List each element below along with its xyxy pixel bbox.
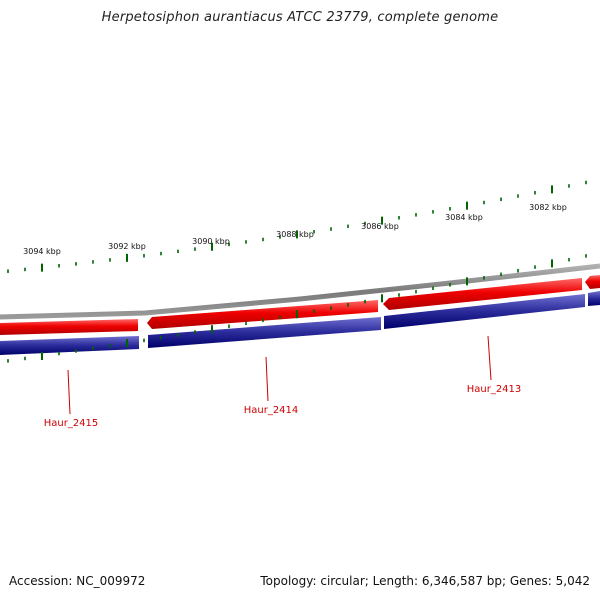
ruler-labels: 3094 kbp 3092 kbp 3090 kbp 3088 kbp 3086… (23, 203, 567, 256)
reverse-cds-track (0, 291, 600, 355)
gene-label-haur-2415[interactable]: Haur_2415 (44, 418, 99, 429)
ruler-label: 3094 kbp (23, 247, 61, 256)
cds-edge[interactable] (588, 291, 600, 306)
forward-gene-right[interactable] (383, 278, 582, 310)
ruler-label: 3088 kbp (276, 230, 314, 239)
leader-haur-2413 (487, 335, 492, 381)
ruler-label: 3084 kbp (445, 213, 483, 222)
map-title: Herpetosiphon aurantiacus ATCC 23779, co… (101, 10, 499, 25)
leader-haur-2414 (265, 356, 269, 402)
forward-gene-middle[interactable] (147, 300, 378, 329)
leader-haur-2415 (67, 369, 71, 415)
accession-text: Accession: NC_009972 (9, 574, 146, 588)
ruler-ticks-outer (7, 180, 587, 273)
genome-summary-text: Topology: circular; Length: 6,346,587 bp… (260, 574, 590, 588)
forward-gene-left[interactable] (0, 319, 138, 335)
ruler-label: 3082 kbp (529, 203, 567, 212)
ruler-label: 3090 kbp (192, 237, 230, 246)
gene-label-haur-2414[interactable]: Haur_2414 (244, 405, 299, 416)
gene-label-haur-2413[interactable]: Haur_2413 (467, 384, 522, 395)
forward-gene-edge[interactable] (585, 275, 600, 289)
ruler-ticks-inner (7, 254, 587, 363)
genome-backbone (0, 263, 600, 320)
forward-gene-track (0, 275, 600, 335)
ruler-label: 3086 kbp (361, 222, 399, 231)
cds-haur-2415[interactable] (0, 336, 139, 355)
cds-haur-2414[interactable] (148, 317, 381, 348)
ruler-label: 3092 kbp (108, 242, 146, 251)
cds-haur-2413[interactable] (384, 294, 585, 329)
